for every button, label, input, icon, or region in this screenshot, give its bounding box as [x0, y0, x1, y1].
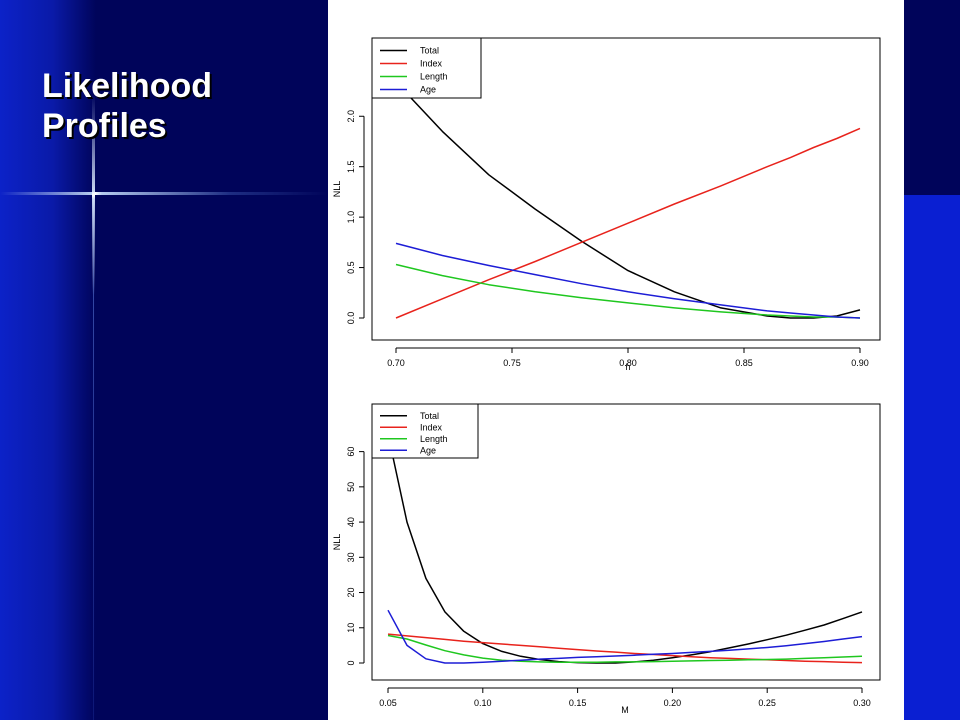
- slide-title-line-1: Likelihood: [42, 67, 212, 105]
- chart-1-series-line-index: [395, 127, 861, 319]
- background-right-bottom: [904, 195, 960, 720]
- chart-2-group: 0.05 0.10 0.15 0.20 0.25 0.30 0 10 20 30 40 50 60 M NL…: [332, 403, 881, 715]
- chart-1-legend-label-index: Index: [420, 59, 443, 69]
- chart-2-y-tick-label: 60: [346, 447, 356, 457]
- chart-1-y-axis-title: NLL: [332, 181, 342, 198]
- lens-flare-horizontal: [0, 192, 328, 195]
- chart-2-y-axis-title: NLL: [332, 534, 342, 551]
- chart-1-legend: Total Index Length Age: [371, 37, 482, 99]
- lens-flare-vertical: [92, 95, 95, 295]
- chart-2-x-tick-label: 0.05: [379, 698, 397, 708]
- chart-2-series-line-age: [387, 609, 863, 664]
- chart-2-legend-label-age: Age: [420, 445, 436, 455]
- chart-1-legend-label-length: Length: [420, 72, 448, 82]
- chart-1-x-tick-label: 0.70: [387, 358, 405, 368]
- chart-1-x-tick-label: 0.90: [851, 358, 869, 368]
- chart-1-legend-label-age: Age: [420, 85, 436, 95]
- chart-1-y-tick-label: 1.0: [346, 211, 356, 224]
- chart-2-legend-label-length: Length: [420, 434, 448, 444]
- chart-1-y-tick-label: 0.5: [346, 261, 356, 274]
- chart-1-series-group: [395, 81, 861, 319]
- chart-2-legend-label-index: Index: [420, 422, 443, 432]
- likelihood-profile-charts: 0.70 0.75 0.80 0.85 0.90 0.0 0.5 1.0 1.5 2.0 h NLL T…: [332, 37, 881, 715]
- chart-2-x-tick-label: 0.25: [758, 698, 776, 708]
- chart-2-x-tick-label: 0.15: [569, 698, 587, 708]
- chart-1-x-axis-title: h: [625, 362, 630, 372]
- chart-2-y-tick-label: 40: [346, 517, 356, 527]
- chart-1-series-line-total: [395, 81, 861, 319]
- chart-1-legend-box: [371, 37, 482, 99]
- background-right-top: [904, 0, 960, 195]
- chart-1-x-tick-label: 0.85: [735, 358, 753, 368]
- background-glow: [0, 0, 96, 720]
- chart-2-x-tick-label: 0.10: [474, 698, 492, 708]
- chart-1-y-tick-label: 2.0: [346, 110, 356, 123]
- chart-1-y-tick-label: 0.0: [346, 312, 356, 325]
- slide-title-line-2: Profiles: [42, 107, 167, 145]
- chart-2-series-line-total: [387, 433, 863, 664]
- chart-2-series-line-index: [387, 633, 863, 664]
- chart-1-group: 0.70 0.75 0.80 0.85 0.90 0.0 0.5 1.0 1.5 2.0 h NLL T…: [332, 37, 881, 372]
- slide-title: Likelihood Profiles: [42, 66, 212, 146]
- chart-1-y-tick-label: 1.5: [346, 160, 356, 173]
- chart-2-series-group: [387, 433, 863, 664]
- chart-2-x-axis-title: M: [621, 705, 629, 715]
- light-streak: [93, 195, 94, 720]
- figure-panel: 0.70 0.75 0.80 0.85 0.90 0.0 0.5 1.0 1.5 2.0 h NLL T…: [328, 0, 904, 720]
- chart-1-x-tick-label: 0.75: [503, 358, 521, 368]
- chart-1-plot-frame: [371, 37, 881, 341]
- chart-2-y-tick-label: 30: [346, 552, 356, 562]
- chart-2-y-tick-label: 10: [346, 623, 356, 633]
- chart-2-x-tick-label: 0.30: [853, 698, 871, 708]
- chart-2-legend-label-total: Total: [420, 411, 439, 421]
- chart-2-plot-frame: [371, 403, 881, 681]
- chart-1-series-line-length: [395, 263, 861, 319]
- chart-2-y-tick-label: 20: [346, 588, 356, 598]
- chart-2-y-tick-label: 0: [346, 660, 356, 665]
- chart-2-x-tick-label: 0.20: [664, 698, 682, 708]
- chart-1-x-tick-label: 0.80: [619, 358, 637, 368]
- chart-2-y-tick-label: 50: [346, 482, 356, 492]
- chart-2-legend-box: [371, 403, 479, 459]
- chart-1-series-line-age: [395, 242, 861, 319]
- chart-2-series-line-length: [387, 634, 863, 664]
- chart-1-legend-label-total: Total: [420, 46, 439, 56]
